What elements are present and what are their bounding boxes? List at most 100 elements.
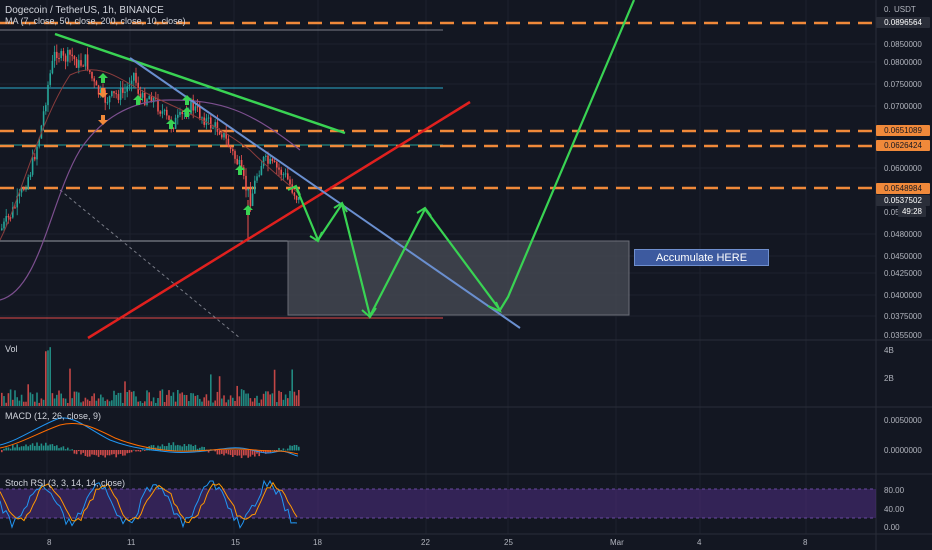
price-axis-label: 0.0600000 bbox=[884, 164, 922, 173]
macd-bar bbox=[174, 445, 177, 451]
macd-bar bbox=[240, 450, 243, 459]
macd-signal-line bbox=[0, 423, 299, 455]
macd-bar bbox=[62, 446, 65, 451]
price-axis-label: 0.0480000 bbox=[884, 230, 922, 239]
candle-body bbox=[293, 192, 296, 196]
volume-bar bbox=[113, 390, 115, 406]
candle-body bbox=[168, 115, 170, 120]
volume-bar bbox=[240, 389, 243, 406]
volume-bar bbox=[212, 402, 214, 406]
volume-bar bbox=[267, 391, 269, 406]
macd-bar bbox=[71, 449, 73, 451]
stoch-rsi-pane-label[interactable]: Stoch RSI (3, 3, 14, 14, close) bbox=[5, 478, 126, 488]
projection-arrowheads bbox=[287, 184, 502, 319]
macd-bar bbox=[7, 447, 10, 451]
macd-bar bbox=[113, 450, 115, 455]
price-axis-label: 0.0425000 bbox=[884, 269, 922, 278]
red-trendline bbox=[87, 100, 471, 340]
macd-bar bbox=[38, 445, 40, 451]
volume-bar bbox=[86, 399, 89, 406]
volume-bar bbox=[295, 395, 298, 406]
diagonal-guide bbox=[59, 189, 241, 339]
candle-body bbox=[254, 180, 256, 194]
volume-bar bbox=[232, 397, 234, 406]
volume-bar bbox=[223, 395, 225, 406]
candle-body bbox=[139, 93, 142, 98]
macd-bar bbox=[78, 450, 80, 452]
macd-bar bbox=[287, 448, 289, 451]
arrow-down-icon bbox=[98, 115, 108, 125]
volume-bar bbox=[25, 401, 27, 406]
candle-body bbox=[161, 111, 164, 114]
volume-bar bbox=[3, 396, 5, 406]
macd-bar bbox=[181, 446, 183, 451]
volume-bar bbox=[199, 398, 201, 406]
macd-bar bbox=[157, 445, 159, 451]
volume-bar bbox=[163, 402, 166, 406]
macd-bar bbox=[137, 450, 139, 452]
arrow-up-icon bbox=[98, 73, 108, 83]
candle-body bbox=[284, 173, 287, 175]
macd-bar bbox=[80, 450, 82, 455]
ma-indicator-label[interactable]: MA (7, close, 50, close, 200, close, 10,… bbox=[5, 16, 186, 26]
macd-bar bbox=[97, 450, 100, 457]
macd-bar bbox=[27, 446, 29, 451]
volume-bar bbox=[280, 391, 282, 406]
macd-bar bbox=[192, 445, 194, 451]
volume-bar bbox=[14, 390, 16, 406]
accumulate-annotation[interactable]: Accumulate HERE bbox=[634, 249, 769, 266]
volume-bar bbox=[91, 396, 93, 406]
candle-body bbox=[214, 122, 216, 128]
macd-bar bbox=[58, 448, 60, 451]
macd-bar bbox=[201, 446, 203, 451]
volume-bar bbox=[265, 391, 267, 406]
candle-body bbox=[247, 188, 249, 191]
candle-body bbox=[287, 173, 289, 180]
candle-body bbox=[47, 84, 49, 106]
macd-axis-label: 0.0050000 bbox=[884, 416, 922, 425]
candle-body bbox=[58, 57, 60, 59]
candle-body bbox=[27, 177, 29, 189]
volume-bar bbox=[229, 395, 232, 406]
volume-bar bbox=[12, 399, 14, 406]
candle-body bbox=[124, 91, 126, 93]
stoch-rsi-k-line bbox=[0, 479, 298, 529]
candle-body bbox=[298, 196, 300, 200]
candle-body bbox=[227, 138, 230, 147]
candle-body bbox=[93, 78, 95, 82]
volume-bar bbox=[243, 390, 245, 406]
candle-body bbox=[14, 207, 16, 209]
macd-pane-label[interactable]: MACD (12, 26, close, 9) bbox=[5, 411, 102, 421]
volume-bar bbox=[60, 393, 62, 406]
volume-bar bbox=[170, 395, 172, 406]
accumulate-zone bbox=[287, 240, 630, 316]
price-tag-level-2: 0.0626424 bbox=[876, 140, 930, 151]
candle-body bbox=[212, 127, 214, 129]
volume-bar bbox=[69, 368, 71, 406]
rsi-axis-label: 80.00 bbox=[884, 486, 905, 495]
macd-bar bbox=[100, 450, 102, 455]
volume-bar bbox=[97, 398, 100, 406]
candle-body bbox=[84, 54, 87, 67]
volume-pane-label[interactable]: Vol bbox=[5, 344, 18, 354]
macd-bar bbox=[170, 445, 172, 451]
candle-body bbox=[238, 160, 241, 165]
orange-levels bbox=[0, 21, 876, 190]
volume-bar bbox=[183, 394, 186, 406]
candle-body bbox=[181, 111, 183, 115]
macd-bar bbox=[280, 449, 282, 451]
ma-50-line bbox=[0, 69, 301, 241]
candle-body bbox=[240, 160, 243, 168]
candle-body bbox=[36, 146, 38, 160]
macd-bar bbox=[293, 444, 296, 451]
candle-body bbox=[51, 60, 54, 74]
candle-body bbox=[282, 174, 285, 176]
candle-body bbox=[190, 99, 192, 114]
volume-bar bbox=[258, 402, 260, 406]
candle-body bbox=[133, 72, 135, 81]
volume-axis-label: 4B bbox=[884, 346, 894, 355]
macd-bar bbox=[42, 445, 45, 451]
macd-bar bbox=[152, 445, 155, 451]
macd-bar bbox=[163, 446, 166, 451]
